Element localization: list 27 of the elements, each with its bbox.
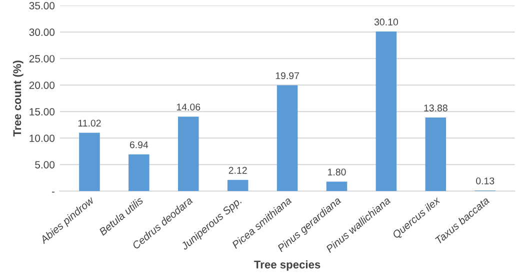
bar <box>425 118 446 192</box>
bar <box>326 182 348 192</box>
data-label: 14.06 <box>176 104 200 110</box>
data-label: 30.10 <box>374 18 398 26</box>
bar <box>376 32 397 192</box>
data-label: 13.88 <box>424 104 448 112</box>
y-axis-title: Tree count (%) <box>12 60 24 136</box>
bar <box>178 116 199 192</box>
x-axis-title: Tree species <box>254 260 320 271</box>
y-tick-label: 10.00 <box>30 134 55 142</box>
bar <box>276 85 298 192</box>
y-tick-label: 35.00 <box>29 2 55 10</box>
data-label: 1.80 <box>328 168 346 176</box>
bar <box>227 180 248 192</box>
data-label: 2.12 <box>228 166 247 174</box>
data-label: 6.94 <box>130 141 148 148</box>
y-tick-label: 5.00 <box>35 161 55 168</box>
data-label: 0.13 <box>476 177 494 184</box>
y-tick-label: 30.00 <box>29 28 55 36</box>
y-tick-label: 20.00 <box>29 82 55 89</box>
y-tick-label: 15.00 <box>30 108 55 116</box>
bar <box>79 132 100 192</box>
y-tick-label: 25.00 <box>29 55 55 62</box>
bar <box>128 154 150 192</box>
data-label: 11.02 <box>78 120 101 127</box>
data-label: 19.97 <box>276 72 299 80</box>
y-tick-label: - <box>52 192 54 193</box>
